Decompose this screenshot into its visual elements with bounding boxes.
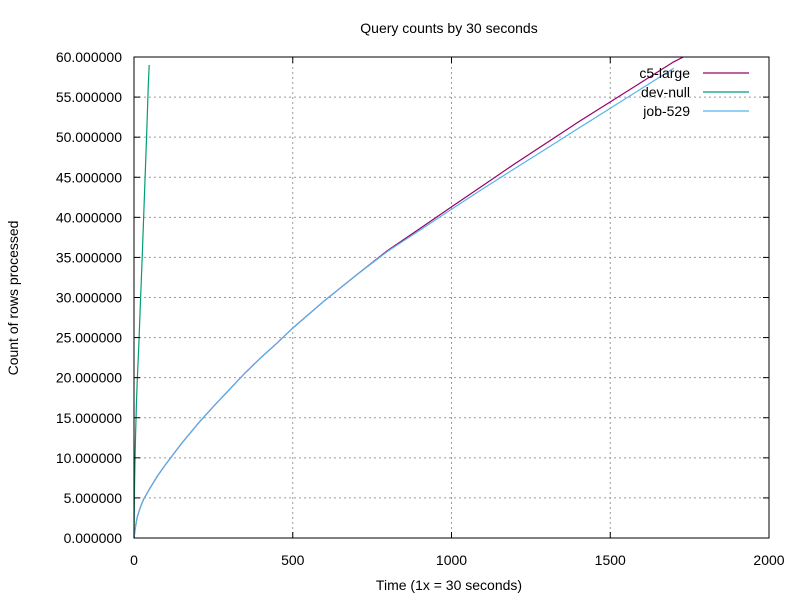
- axis-ticks: 0 500 1000 1500 2000 0.000000 5.000000 10.00000…: [56, 49, 785, 568]
- x-tick-label: 2000: [753, 552, 784, 568]
- x-axis-label: Time (1x = 30 seconds): [376, 577, 522, 593]
- legend: c5-large dev-null job-529: [639, 65, 749, 119]
- y-tick-label: 50.000000: [56, 129, 122, 145]
- legend-label: job-529: [642, 103, 690, 119]
- chart-title: Query counts by 30 seconds: [360, 20, 537, 36]
- series-line-dev-null: [133, 64, 150, 539]
- y-tick-label: 25.000000: [56, 330, 122, 346]
- x-tick-label: 1500: [595, 552, 626, 568]
- series-line-job-529: [133, 67, 675, 539]
- legend-label: c5-large: [639, 65, 690, 81]
- y-tick-label: 45.000000: [56, 169, 122, 185]
- y-tick-label: 60.000000: [56, 49, 122, 65]
- y-tick-label: 55.000000: [56, 89, 122, 105]
- y-tick-label: 20.000000: [56, 370, 122, 386]
- y-tick-label: 35.000000: [56, 249, 122, 265]
- y-tick-label: 0.000000: [64, 530, 123, 546]
- x-tick-label: 500: [281, 552, 305, 568]
- y-tick-label: 40.000000: [56, 209, 122, 225]
- grid-lines: [134, 57, 769, 538]
- y-tick-label: 30.000000: [56, 290, 122, 306]
- y-tick-label: 15.000000: [56, 410, 122, 426]
- series-lines: [133, 56, 684, 539]
- x-tick-label: 1000: [436, 552, 467, 568]
- y-tick-label: 10.000000: [56, 450, 122, 466]
- legend-label: dev-null: [641, 84, 690, 100]
- y-tick-label: 5.000000: [64, 490, 123, 506]
- x-tick-label: 0: [130, 552, 138, 568]
- y-axis-label: Count of rows processed: [5, 221, 21, 376]
